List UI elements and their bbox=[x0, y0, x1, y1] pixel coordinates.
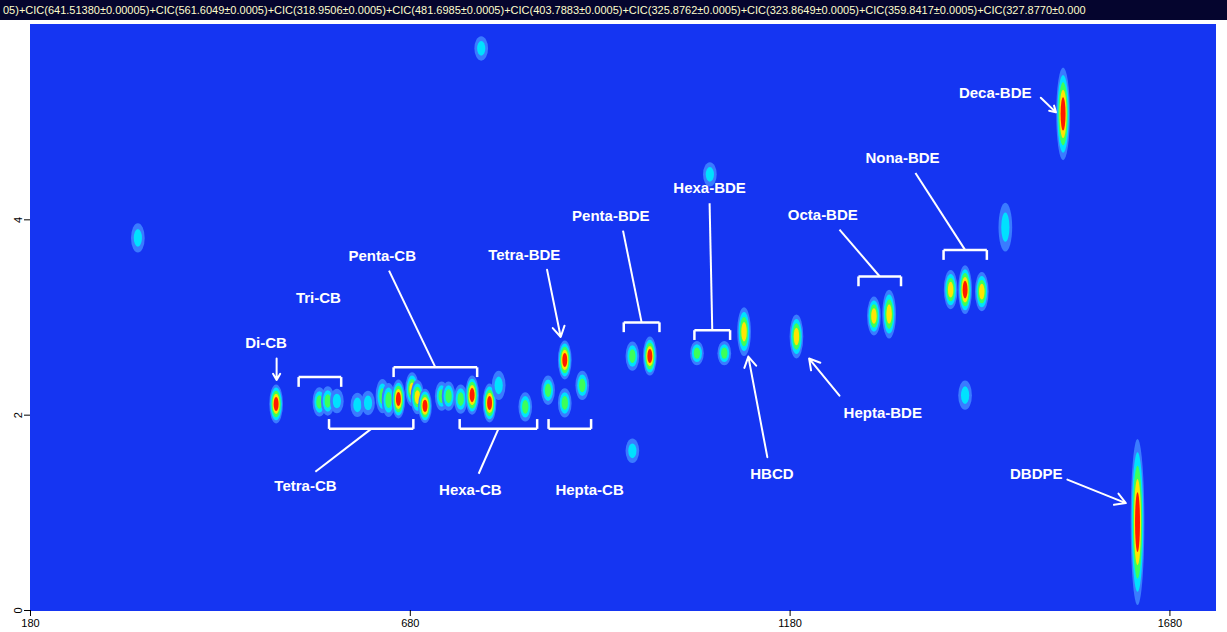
svg-text:Penta-CB: Penta-CB bbox=[348, 247, 416, 264]
svg-text:Tetra-CB: Tetra-CB bbox=[274, 477, 336, 494]
svg-text:Hexa-CB: Hexa-CB bbox=[439, 481, 502, 498]
svg-text:2: 2 bbox=[12, 412, 24, 418]
svg-text:1680: 1680 bbox=[1158, 617, 1182, 629]
svg-text:Hepta-CB: Hepta-CB bbox=[555, 481, 624, 498]
svg-text:Hexa-BDE: Hexa-BDE bbox=[673, 179, 746, 196]
svg-text:Tri-CB: Tri-CB bbox=[296, 289, 341, 306]
svg-text:Tetra-BDE: Tetra-BDE bbox=[488, 246, 560, 263]
svg-text:Di-CB: Di-CB bbox=[245, 334, 287, 351]
svg-text:Deca-BDE: Deca-BDE bbox=[959, 84, 1032, 101]
svg-text:4: 4 bbox=[12, 217, 24, 223]
html-text:05)+CIC(641.51380±0.00005)+CIC: 05)+CIC(641.51380±0.00005)+CIC(561.6049±… bbox=[3, 4, 1086, 16]
svg-text:Hepta-BDE: Hepta-BDE bbox=[844, 404, 922, 421]
svg-text:HBCD: HBCD bbox=[750, 465, 793, 482]
svg-text:Penta-BDE: Penta-BDE bbox=[572, 207, 650, 224]
svg-text:0: 0 bbox=[12, 607, 24, 613]
svg-text:Octa-BDE: Octa-BDE bbox=[788, 206, 858, 223]
svg-text:180: 180 bbox=[21, 617, 39, 629]
svg-text:DBDPE: DBDPE bbox=[1010, 465, 1063, 482]
svg-text:1180: 1180 bbox=[778, 617, 802, 629]
svg-text:Nona-BDE: Nona-BDE bbox=[865, 149, 939, 166]
svg-text:680: 680 bbox=[401, 617, 419, 629]
